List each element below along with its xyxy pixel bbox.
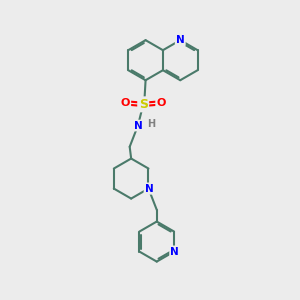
Text: N: N [145, 184, 154, 194]
Text: N: N [134, 121, 142, 130]
Text: H: H [147, 119, 155, 129]
Text: N: N [170, 247, 179, 256]
Text: O: O [121, 98, 130, 108]
Text: S: S [139, 98, 148, 111]
Text: O: O [156, 98, 166, 108]
Text: N: N [176, 35, 184, 45]
